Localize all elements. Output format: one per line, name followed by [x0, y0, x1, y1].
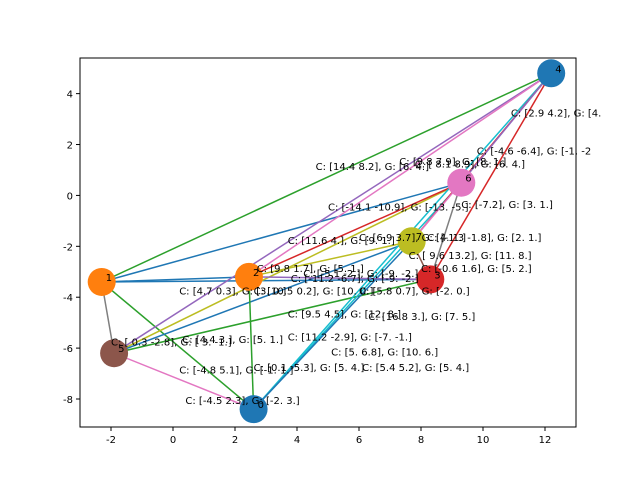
edge-line — [101, 281, 255, 410]
edge-line — [248, 276, 431, 281]
edge-label: C: [11.2 -2.9], G: [-7. -1.] — [288, 332, 412, 343]
edge-line — [113, 278, 431, 354]
edge-label: C: [-4.5 2.3], G: [-2. 3.] — [185, 396, 299, 407]
edge-label: C: [10.5 0.2], G: [10. 0.] — [254, 287, 374, 298]
edge-label: C: [5.4 5.2], G: [5. 4.] — [362, 363, 469, 374]
node-marker — [100, 339, 129, 368]
edge-label: C: [-11.2 -6.7], G: [-9. -2.] — [291, 274, 419, 285]
y-tick-label: -4 — [63, 293, 73, 304]
y-tick-label: -8 — [63, 395, 73, 406]
edge-line — [101, 72, 552, 283]
edge-label: C: [4.4 3.], G: [5. 1.] — [182, 335, 283, 346]
node-marker — [416, 265, 445, 294]
edge-label: C: [-1.3 -1.8], G: [2. 1.] — [427, 233, 541, 244]
node-label: 1 — [106, 273, 112, 284]
x-tick-label: 4 — [294, 435, 300, 446]
edge-line — [248, 72, 552, 278]
node-marker — [234, 262, 263, 291]
edge-line — [101, 276, 249, 283]
edge-label: C: [-4.6 -6.4], G: [-1. -2 — [477, 147, 591, 158]
edge-line — [253, 240, 413, 410]
node-label: 0 — [258, 400, 264, 411]
node-label: 4 — [555, 64, 561, 75]
edge-label: C: [6.9 3.7], G: [4. 1.] — [359, 233, 466, 244]
x-tick-label: -2 — [106, 435, 116, 446]
node-labels-layer: 0 1 2 3 4 5 6 7 — [106, 64, 562, 411]
plot-frame — [79, 57, 577, 428]
edge-line — [248, 182, 462, 278]
node-marker — [537, 59, 566, 88]
edge-labels-layer: C: [2.9 4.2], G: [4. C: [-4.6 -6.4], G: [… — [111, 109, 601, 408]
y-tick-label: 2 — [67, 141, 73, 152]
x-tick-label: 0 — [170, 435, 176, 446]
edge-label: C: [14.4 8.2], G: [6. 4.] — [316, 162, 429, 173]
node-label: 5 — [118, 344, 124, 355]
edge-label: C: [4.7 0.3], G: [3. 0.] — [179, 287, 286, 298]
node-label: 6 — [465, 174, 471, 185]
edge-label: C: [ 0.3 -2.8], G: [ 3. -1.] — [111, 338, 232, 349]
edge-label: C: [16.8 3.], G: [7. 5.] — [368, 312, 475, 323]
edges-layer — [100, 72, 552, 410]
edge-line — [429, 72, 552, 280]
edge-label: C: [5.8 0.7], G: [-2. 0.] — [359, 287, 470, 298]
node-marker — [447, 168, 476, 197]
y-tick-label: 0 — [67, 191, 73, 202]
edge-line — [429, 182, 463, 280]
x-tick-label: 6 — [356, 435, 362, 446]
edge-line — [101, 181, 462, 283]
edge-label: C: [9.8 1.7], G: [5. 1.] — [257, 264, 364, 275]
edge-line — [460, 72, 552, 184]
edge-label: C: [-14.1 -10.9], G: [-13. -5.] — [328, 203, 469, 214]
edge-label: C: [9.5 4.5], G: [12. 8.] — [288, 310, 401, 321]
nodes-layer — [87, 59, 566, 424]
edge-label: C: [-0.6 1.6], G: [5. 2.] — [421, 264, 532, 275]
y-tick-label: -6 — [63, 344, 73, 355]
edge-line — [248, 276, 255, 410]
edge-line — [248, 240, 412, 278]
edge-label: C: [2.9 4.2], G: [4. — [511, 109, 601, 120]
node-marker — [397, 227, 426, 256]
node-label: 7 — [416, 232, 422, 243]
node-label: 3 — [434, 270, 440, 281]
x-tick-label: 8 — [418, 435, 424, 446]
node-marker — [239, 395, 268, 424]
edge-label: C: [9.8 7.9], G: [8. 1.] — [399, 157, 506, 168]
x-tick-label: 2 — [232, 435, 238, 446]
edge-label: C: [11.6 4.], G: [9. 1.] — [288, 236, 395, 247]
edge-line — [113, 240, 412, 354]
edge-label: C: [ 9.6 13.2], G: [11. 8.] — [409, 251, 532, 262]
edge-label: C: [-7.2], G: [3. 1.] — [461, 200, 553, 211]
edge-line — [113, 72, 552, 354]
y-tick-label: 4 — [67, 90, 73, 101]
edge-label: C: [-4.8 5.1], G: [-1. 1.] — [179, 366, 293, 377]
edge-label: C: [5. 6.8], G: [10. 6.] — [331, 348, 438, 359]
node-label: 2 — [253, 268, 259, 279]
edge-label: C: [ 8.1 8.9], G: [6. 4.] — [415, 159, 525, 170]
edge-line — [113, 352, 254, 410]
node-marker — [87, 267, 116, 296]
x-tick-label: 12 — [539, 435, 552, 446]
edge-label: C: [-5.1 -2.], G: [-9. -2.] — [303, 269, 418, 280]
edge-label: C: [0.1 -5.3], G: [5. 4.] — [254, 363, 365, 374]
x-tick-label: 10 — [477, 435, 490, 446]
y-tick-label: -2 — [63, 242, 73, 253]
